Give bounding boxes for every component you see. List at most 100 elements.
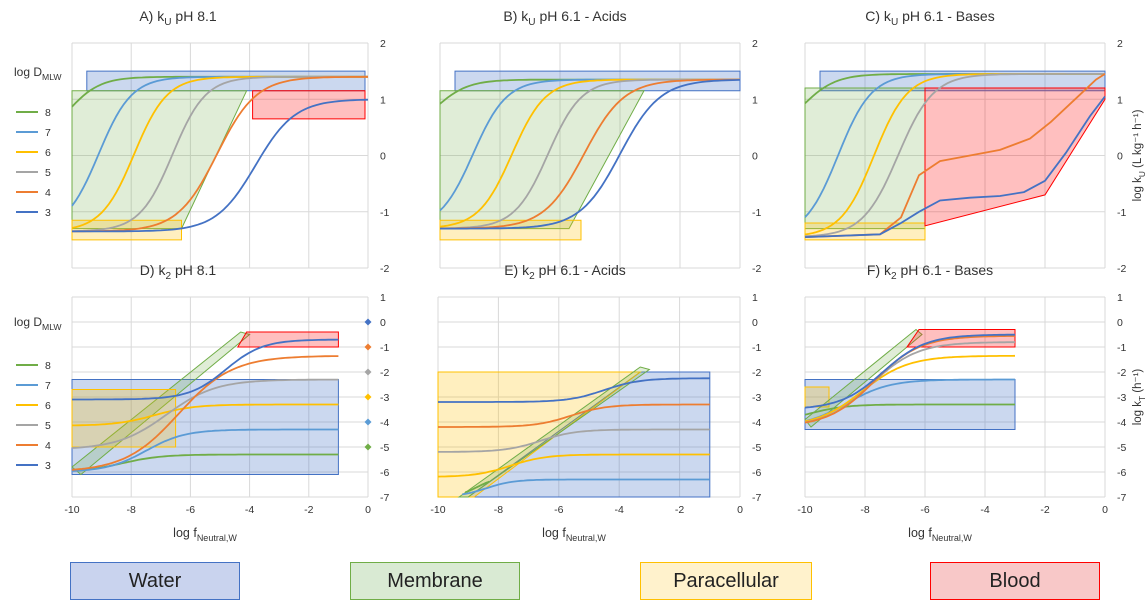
chart-panel-1: B) kU pH 6.1 - Acids -2 -1 0 1 2 <box>439 8 761 275</box>
series-line-6 <box>437 453 710 478</box>
y-tick-label: -1 <box>752 207 761 219</box>
y-tick-label: -4 <box>752 417 761 429</box>
legend-entry-label: 4 <box>45 187 51 199</box>
chart-panel-3: D) k2 pH 8.1-7-6-5-4-3-2-101-10 -8 -6 -4 -2 0… <box>14 262 389 543</box>
series-line-6 <box>72 403 339 427</box>
series-line-3 <box>438 377 710 403</box>
legend-entry-label: 8 <box>45 360 51 372</box>
marker-diamond <box>364 443 372 451</box>
x-tick-label: -2 <box>1040 504 1049 516</box>
series-line-5 <box>438 428 710 453</box>
y-tick-label: -1 <box>1117 342 1126 354</box>
series-line-3 <box>804 95 1106 238</box>
legend-entry-label: 8 <box>45 107 51 119</box>
region-membrane <box>71 90 248 230</box>
y-tick-label: 1 <box>380 292 386 304</box>
x-tick-label: 0 <box>737 504 743 516</box>
x-axis-label: log fNeutral,W <box>542 526 606 543</box>
y-tick-label: 0 <box>752 151 758 163</box>
x-tick-label: 0 <box>1102 504 1108 516</box>
series-line-7 <box>462 478 710 496</box>
y-tick-label: -1 <box>380 207 389 219</box>
y-tick-label: -3 <box>380 392 389 404</box>
y-tick-label: 1 <box>380 94 386 106</box>
y-tick-label: 1 <box>752 292 758 304</box>
chart-title: C) kU pH 6.1 - Bases <box>865 8 994 28</box>
series-line-8 <box>464 480 490 494</box>
region-membrane <box>804 87 926 230</box>
y-tick-label: -2 <box>752 367 761 379</box>
region-water <box>466 371 711 498</box>
y-tick-label: -7 <box>380 492 389 504</box>
region-paracellular <box>71 389 177 448</box>
y-tick-label: -5 <box>1117 442 1126 454</box>
region-membrane <box>71 331 251 476</box>
marker-diamond <box>364 418 372 426</box>
legend-water: Water <box>70 562 240 600</box>
legend-entry-label: 4 <box>45 440 51 452</box>
x-axis-label: log fNeutral,W <box>908 526 972 543</box>
chart-panel-5: F) k2 pH 6.1 - Bases-7-6-5-4-3-2-101-10-… <box>797 262 1146 543</box>
series-line-4 <box>72 75 368 233</box>
y-tick-label: 2 <box>1117 38 1123 50</box>
y-tick-label: 0 <box>1117 151 1123 163</box>
x-tick-label: -8 <box>494 504 503 516</box>
y-tick-label: 0 <box>752 317 758 329</box>
region-paracellular <box>804 222 926 241</box>
y-tick-label: -7 <box>1117 492 1126 504</box>
y-tick-label: -4 <box>380 417 389 429</box>
y-axis-label: log kT (h⁻¹) <box>1132 369 1146 426</box>
x-tick-label: -8 <box>860 504 869 516</box>
y-tick-label: 2 <box>380 38 386 50</box>
y-tick-label: -6 <box>752 467 761 479</box>
series-line-3 <box>804 333 1015 409</box>
y-tick-label: 0 <box>380 317 386 329</box>
legend-water-label: Water <box>128 569 182 592</box>
region-blood <box>236 331 339 348</box>
series-line-5 <box>71 378 339 449</box>
series-line-3 <box>72 338 339 401</box>
y-tick-label: 0 <box>380 151 386 163</box>
series-line-7 <box>71 428 339 472</box>
legend-entry-label: 5 <box>45 167 51 179</box>
x-tick-label: -10 <box>64 504 79 516</box>
legend-paracellular: Paracellular <box>640 562 812 600</box>
y-tick-label: -6 <box>1117 467 1126 479</box>
y-tick-label: -2 <box>1117 263 1126 275</box>
series-line-6 <box>804 354 1016 423</box>
legend-title: log DMLW <box>14 65 62 82</box>
region-water <box>86 70 366 92</box>
legend-title: log DMLW <box>14 315 62 332</box>
x-tick-label: -4 <box>245 504 254 516</box>
series-line-3 <box>440 79 741 230</box>
y-tick-label: -2 <box>1117 367 1126 379</box>
legend-paracellular-label: Paracellular <box>673 569 779 592</box>
y-tick-label: 1 <box>1117 292 1123 304</box>
legend-entry-label: 3 <box>45 207 51 219</box>
x-tick-label: 0 <box>365 504 371 516</box>
legend-blood-label: Blood <box>989 569 1041 592</box>
y-tick-label: -3 <box>752 392 761 404</box>
region-blood <box>924 87 1106 227</box>
x-tick-label: -4 <box>615 504 624 516</box>
y-tick-label: -4 <box>1117 417 1126 429</box>
y-tick-label: 0 <box>1117 317 1123 329</box>
y-tick-label: -6 <box>380 467 389 479</box>
y-tick-label: 2 <box>752 38 758 50</box>
x-tick-label: -8 <box>127 504 136 516</box>
legend-entry-label: 6 <box>45 147 51 159</box>
chart-title: E) k2 pH 6.1 - Acids <box>504 262 626 282</box>
legend-entry-label: 7 <box>45 127 51 139</box>
y-tick-label: -3 <box>1117 392 1126 404</box>
x-tick-label: -2 <box>304 504 313 516</box>
legend-entry-label: 7 <box>45 380 51 392</box>
y-tick-label: -1 <box>1117 207 1126 219</box>
legend-entry-label: 5 <box>45 420 51 432</box>
series-line-4 <box>440 78 740 230</box>
legend-membrane-label: Membrane <box>387 569 483 592</box>
y-axis-label: log kU (L kg⁻¹ h⁻¹) <box>1132 109 1146 201</box>
y-tick-label: -2 <box>380 263 389 275</box>
series-line-5 <box>804 73 1105 238</box>
chart-panel-4: E) k2 pH 6.1 - Acids-7-6-5-4-3-2-101-10-… <box>430 262 761 543</box>
